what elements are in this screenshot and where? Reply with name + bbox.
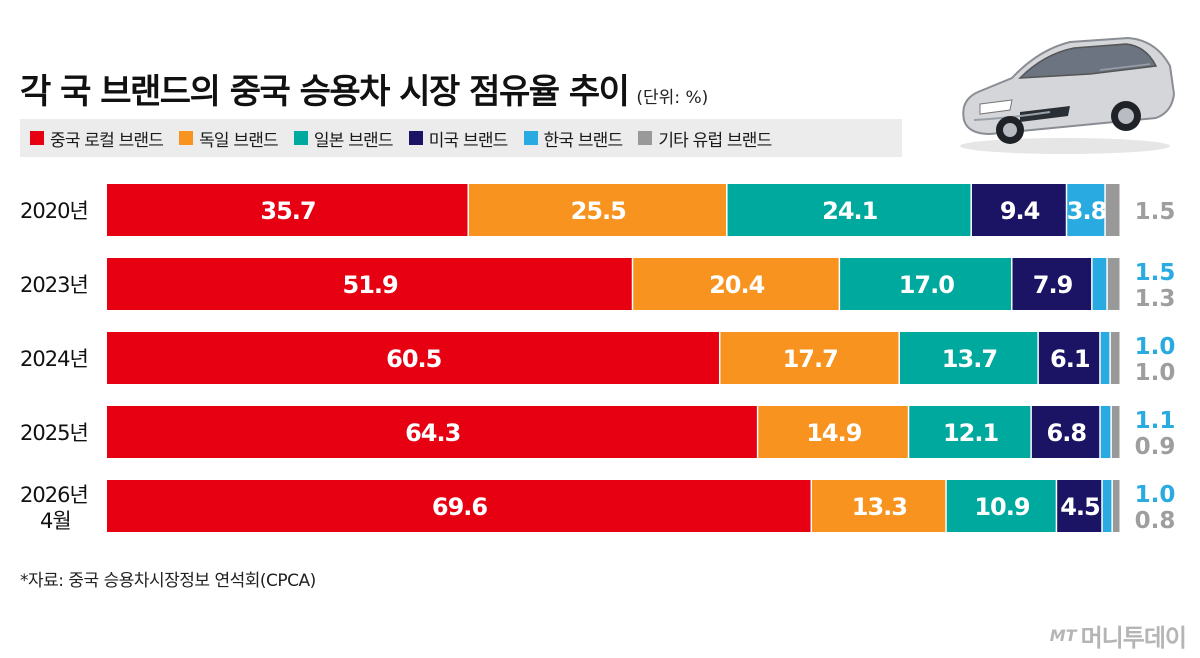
bar-segment bbox=[1105, 184, 1120, 236]
bar-segment bbox=[1100, 332, 1110, 384]
bar-segment bbox=[1112, 480, 1120, 532]
data-label: 7.9 bbox=[1033, 271, 1073, 299]
car-icon bbox=[960, 36, 1176, 154]
data-label: 51.9 bbox=[343, 271, 399, 299]
bar-segment bbox=[1111, 406, 1120, 458]
legend-swatch bbox=[638, 131, 653, 145]
data-label-outside: 1.0 bbox=[1135, 360, 1176, 386]
legend-label: 중국 로컬 브랜드 bbox=[50, 130, 164, 151]
source-note: *자료: 중국 승용차시장정보 연석회(CPCA) bbox=[20, 571, 316, 591]
category-label-line: 2026년 bbox=[20, 483, 88, 507]
data-label: 35.7 bbox=[260, 197, 315, 225]
bar-segment bbox=[1110, 332, 1120, 384]
data-label-outside: 1.0 bbox=[1135, 482, 1176, 508]
legend-item-japan: 일본 브랜드 bbox=[293, 126, 394, 151]
data-label-outside: 1.3 bbox=[1135, 286, 1176, 312]
legend-swatch bbox=[408, 131, 423, 145]
bar-segment bbox=[1038, 332, 1100, 384]
bar-segment bbox=[727, 184, 971, 236]
data-label: 24.1 bbox=[822, 197, 878, 225]
bar-segment bbox=[1100, 406, 1111, 458]
legend-item-usa: 미국 브랜드 bbox=[408, 126, 509, 151]
category-label-line: 4월 bbox=[40, 509, 71, 533]
unit-label: (단위: %) bbox=[636, 88, 709, 108]
bar-segment bbox=[909, 406, 1031, 458]
chart-title: 각 국 브랜드의 중국 승용차 시장 점유율 추이 bbox=[20, 72, 630, 112]
bar-segment bbox=[1031, 406, 1100, 458]
bar-segment bbox=[1067, 184, 1105, 236]
bar-segment bbox=[107, 332, 719, 384]
data-label-outside: 1.5 bbox=[1135, 199, 1176, 225]
data-label: 64.3 bbox=[405, 419, 460, 447]
data-label: 17.0 bbox=[899, 271, 955, 299]
bar-segment bbox=[107, 258, 632, 310]
legend-item-germany: 독일 브랜드 bbox=[179, 126, 279, 151]
data-label: 4.5 bbox=[1060, 493, 1100, 521]
bar-segment bbox=[840, 258, 1011, 310]
data-label-outside: 0.8 bbox=[1135, 508, 1176, 534]
title-block: 각 국 브랜드의 중국 승용차 시장 점유율 추이 (단위: %) bbox=[20, 64, 708, 113]
data-label: 14.9 bbox=[806, 419, 862, 447]
bar-segment bbox=[1092, 258, 1107, 310]
data-label: 10.9 bbox=[974, 493, 1030, 521]
data-label: 12.1 bbox=[943, 419, 999, 447]
bar-segment bbox=[1107, 258, 1120, 310]
bar-segment bbox=[1057, 480, 1102, 532]
legend: 중국 로컬 브랜드 독일 브랜드 일본 브랜드 미국 브랜드 한국 브랜드 기타… bbox=[20, 119, 902, 157]
data-label: 9.4 bbox=[1000, 197, 1040, 225]
data-label: 17.7 bbox=[783, 345, 838, 373]
category-label: 2023년 bbox=[20, 273, 88, 297]
data-label: 6.8 bbox=[1047, 419, 1087, 447]
legend-item-other-europe: 기타 유럽 브랜드 bbox=[638, 126, 772, 151]
bar-segment bbox=[107, 184, 468, 236]
legend-swatch bbox=[523, 131, 538, 145]
category-label: 2024년 bbox=[20, 347, 88, 371]
logo-text: 머니투데이 bbox=[1080, 624, 1187, 652]
bar-segment bbox=[812, 480, 946, 532]
publisher-logo: MT 머니투데이 bbox=[1049, 618, 1187, 653]
data-label-outside: 1.0 bbox=[1135, 334, 1176, 360]
legend-label: 일본 브랜드 bbox=[313, 130, 394, 151]
data-label: 25.5 bbox=[571, 197, 627, 225]
stacked-bar-chart: 2020년 35.7 25.5 24.1 9.4 3.8 1.5 2023년 51.9 20.4 1… bbox=[20, 184, 1176, 534]
bar-segment bbox=[899, 332, 1038, 384]
bar-segment bbox=[1012, 258, 1092, 310]
bar-segment bbox=[758, 406, 908, 458]
bar-segment bbox=[971, 184, 1066, 236]
legend-swatch bbox=[30, 131, 44, 145]
bar-segment bbox=[469, 184, 727, 236]
legend-swatch bbox=[293, 131, 308, 145]
legend-label: 독일 브랜드 bbox=[199, 130, 279, 151]
data-label-outside: 1.5 bbox=[1135, 260, 1176, 286]
legend-label: 미국 브랜드 bbox=[428, 130, 509, 151]
data-label: 69.6 bbox=[432, 493, 488, 521]
bar-segment bbox=[107, 480, 811, 532]
legend-label: 기타 유럽 브랜드 bbox=[658, 130, 772, 151]
category-label: 2025년 bbox=[20, 421, 88, 445]
legend-item-china: 중국 로컬 브랜드 bbox=[30, 126, 164, 151]
legend-swatch bbox=[179, 131, 194, 145]
data-label-outside: 0.9 bbox=[1135, 434, 1176, 460]
legend-label: 한국 브랜드 bbox=[543, 130, 624, 151]
category-label: 2020년 bbox=[20, 199, 88, 223]
data-label: 60.5 bbox=[386, 345, 442, 373]
legend-item-korea: 한국 브랜드 bbox=[523, 126, 624, 151]
bar-segment bbox=[633, 258, 839, 310]
data-label: 13.3 bbox=[852, 493, 907, 521]
bar-segment bbox=[946, 480, 1056, 532]
data-label: 13.7 bbox=[942, 345, 997, 373]
data-label-outside: 1.1 bbox=[1135, 408, 1176, 434]
data-label: 3.8 bbox=[1067, 197, 1107, 225]
data-label: 20.4 bbox=[709, 271, 765, 299]
bar-segment bbox=[720, 332, 899, 384]
data-label: 6.1 bbox=[1050, 345, 1090, 373]
bar-segment bbox=[1102, 480, 1112, 532]
bar-segment bbox=[107, 406, 757, 458]
category-label: 2026년 4월 bbox=[20, 483, 88, 533]
logo-mark: MT bbox=[1049, 626, 1077, 645]
